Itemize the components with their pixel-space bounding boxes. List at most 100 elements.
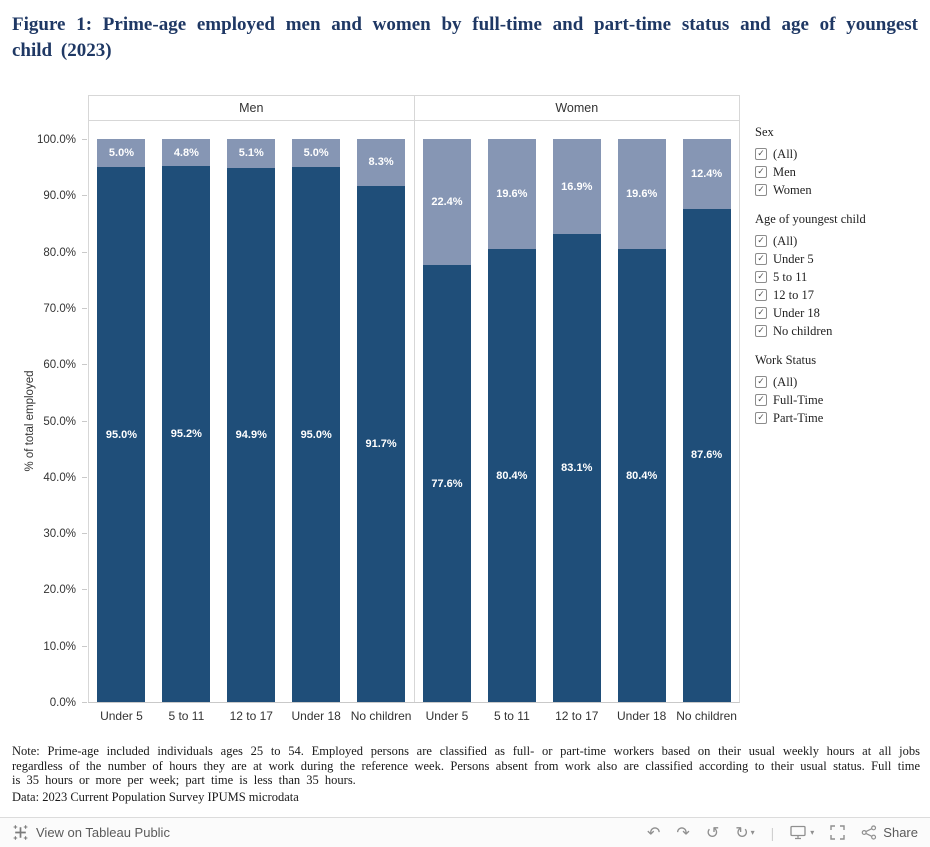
tableau-logo-icon: [12, 824, 29, 841]
toolbar-actions: ↶ ↷ ↺ ↻ ▾ | ▾: [647, 822, 918, 842]
y-tick-label: 10.0%: [43, 640, 76, 653]
y-tick-label: 50.0%: [43, 415, 76, 428]
redo-icon[interactable]: ↷: [676, 822, 690, 842]
bar-value-label: 95.0%: [105, 428, 138, 441]
view-on-tableau-link[interactable]: View on Tableau Public: [12, 824, 170, 841]
bar-value-label: 16.9%: [561, 180, 593, 193]
download-icon[interactable]: ▾: [790, 825, 814, 840]
filter-checkbox-item[interactable]: ✓ Women: [755, 181, 927, 199]
filter-checkbox-item[interactable]: ✓ Part-Time: [755, 409, 927, 427]
y-tick-label: 40.0%: [43, 471, 76, 484]
share-button[interactable]: Share: [861, 825, 918, 840]
bar-value-label: 5.0%: [108, 147, 134, 160]
figure-title: Figure 1: Prime-age employed men and wom…: [12, 14, 918, 61]
filter-group: Sex ✓ (All) ✓ Men ✓ Women: [755, 125, 927, 199]
category-label: No children: [350, 709, 412, 723]
bar-segment-full-time[interactable]: 83.1%: [552, 234, 601, 702]
bar-value-label: 94.9%: [235, 428, 267, 441]
filter-item-label: Part-Time: [773, 410, 824, 425]
data-source-text: Data: 2023 Current Population Survey IPU…: [12, 789, 299, 804]
stacked-bar: 22.4% 77.6%: [422, 139, 471, 702]
checkbox-checked-icon[interactable]: ✓: [755, 307, 767, 319]
filter-checkbox-item[interactable]: ✓ 12 to 17: [755, 286, 927, 304]
refresh-icon[interactable]: ↻ ▾: [735, 822, 755, 842]
checkbox-checked-icon[interactable]: ✓: [755, 253, 767, 265]
bar-segment-full-time[interactable]: 80.4%: [487, 249, 536, 702]
bar-segment-part-time[interactable]: 19.6%: [617, 139, 666, 250]
revert-icon[interactable]: ↺: [705, 822, 720, 842]
bar-segment-full-time[interactable]: 87.6%: [682, 208, 731, 702]
checkbox-checked-icon[interactable]: ✓: [755, 148, 767, 160]
checkbox-checked-icon[interactable]: ✓: [755, 184, 767, 196]
checkbox-checked-icon[interactable]: ✓: [755, 166, 767, 178]
checkbox-checked-icon[interactable]: ✓: [755, 376, 767, 388]
bar-segment-full-time[interactable]: 95.2%: [162, 166, 211, 702]
chart-region: % of total employed 0.0% 10.0% 20.0% 30.0% 4…: [0, 95, 930, 740]
checkbox-checked-icon[interactable]: ✓: [755, 235, 767, 247]
bar-value-label: 19.6%: [496, 188, 528, 201]
column-headers: Men Women: [88, 95, 740, 120]
filter-checkbox-item[interactable]: ✓ (All): [755, 145, 927, 163]
bar-segment-part-time[interactable]: 16.9%: [552, 139, 601, 235]
filter-checkbox-item[interactable]: ✓ Full-Time: [755, 391, 927, 409]
bar-slot: 19.6% 80.4% 5 to 11: [479, 139, 544, 723]
bar-segment-full-time[interactable]: 91.7%: [357, 185, 406, 702]
filter-checkbox-item[interactable]: ✓ Under 18: [755, 304, 927, 322]
y-tick-mark: [82, 533, 87, 535]
checkbox-checked-icon[interactable]: ✓: [755, 394, 767, 406]
fullscreen-icon[interactable]: [830, 825, 845, 840]
bar-segment-part-time[interactable]: 5.0%: [97, 139, 146, 168]
bar-segment-full-time[interactable]: 80.4%: [617, 249, 666, 702]
undo-icon[interactable]: ↶: [647, 822, 661, 842]
y-tick-label: 30.0%: [43, 528, 76, 541]
filter-item-label: 12 to 17: [773, 287, 814, 302]
checkbox-checked-icon[interactable]: ✓: [755, 325, 767, 337]
bar-segment-part-time[interactable]: 22.4%: [422, 139, 471, 266]
bar-value-label: 80.4%: [626, 469, 658, 482]
bar-segment-full-time[interactable]: 95.0%: [97, 167, 146, 702]
bar-segment-part-time[interactable]: 19.6%: [487, 139, 536, 250]
y-tick-mark: [82, 195, 87, 197]
bar-segment-part-time[interactable]: 5.1%: [227, 139, 276, 168]
view-on-tableau-label: View on Tableau Public: [36, 825, 170, 840]
category-label: Under 5: [425, 709, 469, 723]
bar-slot: 19.6% 80.4% Under 18: [609, 139, 674, 723]
bar-slot: 12.4% 87.6% No children: [674, 139, 739, 723]
filter-checkbox-item[interactable]: ✓ (All): [755, 232, 927, 250]
bar-value-label: 5.0%: [303, 147, 329, 160]
filter-item-label: Full-Time: [773, 392, 824, 407]
bar-segment-part-time[interactable]: 8.3%: [357, 139, 406, 186]
filter-title: Sex: [755, 125, 774, 139]
y-tick-mark: [82, 702, 87, 703]
filter-checkbox-item[interactable]: ✓ 5 to 11: [755, 268, 927, 286]
checkbox-checked-icon[interactable]: ✓: [755, 412, 767, 424]
stacked-bar: 16.9% 83.1%: [552, 139, 601, 702]
share-icon: [861, 825, 877, 840]
filter-panel: Sex ✓ (All) ✓ Men ✓ Women Age of youngest child…: [755, 125, 927, 440]
stacked-bar: 19.6% 80.4%: [487, 139, 536, 702]
filter-item-label: Under 18: [773, 305, 820, 320]
y-axis: 0.0% 10.0% 20.0% 30.0% 40.0% 50.0% 60.0% 70.0% 8…: [0, 134, 88, 709]
bar-segment-part-time[interactable]: 5.0%: [292, 139, 341, 168]
category-label: Under 18: [616, 709, 667, 723]
bar-segment-full-time[interactable]: 94.9%: [227, 167, 276, 702]
bar-value-label: 5.1%: [238, 147, 264, 160]
filter-group: Work Status ✓ (All) ✓ Full-Time ✓ Part-Time: [755, 353, 927, 427]
bar-segment-part-time[interactable]: 4.8%: [162, 139, 211, 167]
checkbox-checked-icon[interactable]: ✓: [755, 289, 767, 301]
filter-checkbox-item[interactable]: ✓ (All): [755, 373, 927, 391]
filter-group: Age of youngest child ✓ (All) ✓ Under 5 ✓ 5 to…: [755, 212, 927, 340]
bar-segment-full-time[interactable]: 95.0%: [292, 167, 341, 702]
filter-checkbox-item[interactable]: ✓ Under 5: [755, 250, 927, 268]
y-tick-mark: [82, 645, 87, 647]
filter-checkbox-item[interactable]: ✓ Men: [755, 163, 927, 181]
checkbox-checked-icon[interactable]: ✓: [755, 271, 767, 283]
filter-checkbox-item[interactable]: ✓ No children: [755, 322, 927, 340]
filter-title: Work Status: [755, 353, 817, 367]
bar-value-label: 77.6%: [431, 477, 463, 490]
bar-segment-part-time[interactable]: 12.4%: [682, 139, 731, 209]
bars-container: 5.0% 95.0% Under 5 4.8% 95.2% 5 to 11 5.1% 94.9…: [89, 139, 414, 723]
bar-value-label: 87.6%: [690, 449, 723, 462]
bar-value-label: 91.7%: [365, 437, 397, 450]
bar-segment-full-time[interactable]: 77.6%: [422, 265, 471, 702]
